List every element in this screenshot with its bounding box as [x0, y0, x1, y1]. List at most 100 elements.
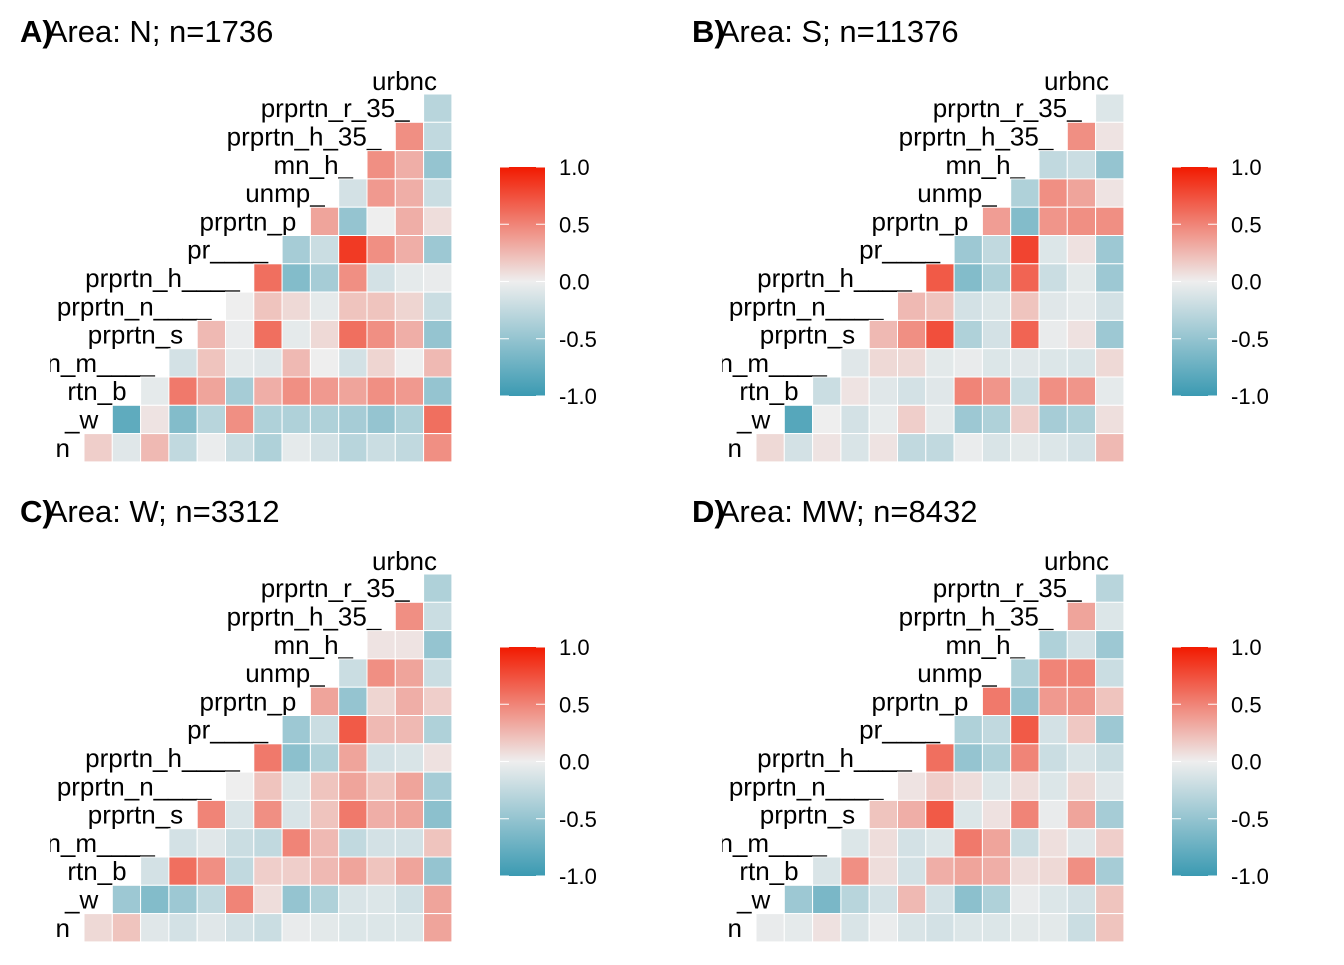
- heatmap-cell: [1095, 376, 1125, 406]
- heatmap-cell: [309, 291, 340, 321]
- heatmap-cell: [423, 658, 453, 688]
- heatmap-cell: [394, 263, 425, 293]
- heatmap-cell: [981, 686, 1012, 716]
- heatmap-cell: [953, 715, 983, 745]
- heatmap-cell: [225, 771, 255, 801]
- heatmap-cell: [423, 686, 453, 716]
- heatmap-cell: [394, 178, 425, 208]
- heatmap-cell: [783, 433, 814, 463]
- heatmap-cell: [309, 235, 340, 265]
- heatmap-cell: [281, 884, 311, 915]
- row-label: prprtn_s: [88, 320, 183, 350]
- heatmap-cell: [897, 404, 927, 435]
- heatmap-cell: [394, 291, 425, 321]
- heatmap-cell: [953, 376, 983, 406]
- heatmap: urbncprprtn_r_35_prprtn_h_35_mn_h_unmp_p…: [50, 66, 453, 463]
- heatmap-cell: [812, 856, 842, 886]
- heatmap-cell: [309, 743, 340, 773]
- heatmap-cell: [423, 573, 453, 603]
- heatmap-cell: [812, 376, 842, 406]
- heatmap-cell: [394, 686, 425, 716]
- heatmap-cell: [394, 771, 425, 801]
- heatmap-cell: [925, 856, 955, 886]
- heatmap-cell: [925, 291, 955, 321]
- heatmap-cell: [1066, 884, 1097, 915]
- heatmap-cell: [925, 263, 955, 293]
- row-label: n: [56, 913, 70, 943]
- heatmap-cell: [366, 376, 396, 406]
- heatmap-cell: [1066, 913, 1097, 943]
- heatmap-cell: [868, 348, 898, 378]
- heatmap-cell: [897, 376, 927, 406]
- heatmap-cell: [981, 206, 1012, 236]
- heatmap-cell: [1066, 319, 1097, 350]
- heatmap-cell: [840, 404, 870, 435]
- heatmap-cell: [840, 828, 870, 858]
- heatmap-cell: [309, 404, 340, 435]
- heatmap-cell: [1010, 913, 1040, 943]
- heatmap-cell: [168, 433, 198, 463]
- row-label: rtn_b: [67, 856, 126, 886]
- row-label: prprtn_s: [88, 800, 183, 830]
- heatmap-cell: [338, 348, 368, 378]
- heatmap-cell: [1066, 433, 1097, 463]
- heatmap-cell: [423, 206, 453, 236]
- heatmap-cell: [253, 348, 283, 378]
- heatmap-cell: [111, 404, 142, 435]
- heatmap-cell: [812, 433, 842, 463]
- heatmap-cell: [309, 884, 340, 915]
- heatmap-cell: [281, 799, 311, 830]
- heatmap-cell: [309, 771, 340, 801]
- heatmap-cell: [953, 799, 983, 830]
- heatmap-cell: [1010, 658, 1040, 688]
- heatmap-cell: [1095, 121, 1125, 152]
- heatmap-cell: [366, 884, 396, 915]
- heatmap-cell: [423, 376, 453, 406]
- row-label: prprtn_h____: [85, 263, 240, 293]
- heatmap-cell: [83, 433, 113, 463]
- heatmap-cell: [925, 913, 955, 943]
- color-legend: 1.0 0.5 0.0 -0.5 -1.0: [500, 635, 597, 889]
- heatmap-cell: [1010, 263, 1040, 293]
- heatmap-cell: [840, 433, 870, 463]
- heatmap-cell: [423, 913, 453, 943]
- heatmap-cell: [981, 715, 1012, 745]
- panel-title-text: Area: W; n=3312: [47, 494, 280, 529]
- heatmap-cell: [1066, 799, 1097, 830]
- heatmap-cell: [925, 319, 955, 350]
- heatmap-cell: [281, 856, 311, 886]
- heatmap-cell: [196, 319, 226, 350]
- heatmap-cell: [1066, 235, 1097, 265]
- legend-tick-label: 0.0: [559, 750, 590, 775]
- heatmap-cell: [338, 828, 368, 858]
- heatmap-cell: [981, 771, 1012, 801]
- row-label: prprtn_p: [872, 206, 969, 236]
- row-label: n: [728, 433, 742, 463]
- row-label: _w: [64, 404, 98, 434]
- heatmap-cell: [1066, 715, 1097, 745]
- color-legend: 1.0 0.5 0.0 -0.5 -1.0: [500, 155, 597, 409]
- heatmap-cell: [281, 913, 311, 943]
- panel-d: D)Area: MW; n=8432 urbncprprtn_r_35_prprt…: [692, 494, 1269, 943]
- heatmap-cell: [1095, 715, 1125, 745]
- heatmap-cell: [140, 884, 170, 915]
- legend-tick-label: 0.0: [559, 270, 590, 295]
- heatmap-cell: [225, 433, 255, 463]
- heatmap-cell: [1095, 686, 1125, 716]
- heatmap-cell: [338, 235, 368, 265]
- heatmap-cell: [338, 319, 368, 350]
- heatmap-cell: [1010, 178, 1040, 208]
- row-label: pr____: [187, 235, 268, 265]
- row-label: prprtn_h_35_: [899, 601, 1054, 631]
- heatmap-cell: [1066, 601, 1097, 632]
- heatmap-cell: [423, 715, 453, 745]
- heatmap-cell: [953, 348, 983, 378]
- heatmap-cell: [225, 348, 255, 378]
- heatmap-cell: [925, 743, 955, 773]
- row-label: prprtn_r_35_: [933, 573, 1082, 603]
- column-label-top: urbnc: [372, 546, 437, 576]
- heatmap-cell: [1095, 433, 1125, 463]
- heatmap-cell: [281, 433, 311, 463]
- heatmap-cell: [1066, 376, 1097, 406]
- row-label: n: [56, 433, 70, 463]
